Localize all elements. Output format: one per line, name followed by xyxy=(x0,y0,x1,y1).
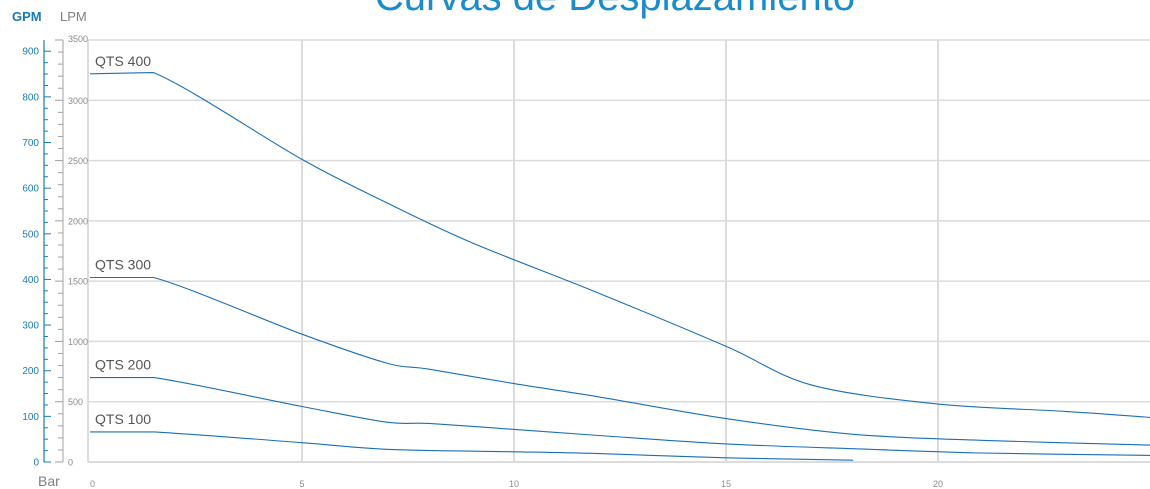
lpm-tick-label: 3500 xyxy=(68,34,88,44)
series-label: QTS 400 xyxy=(95,53,151,69)
x-tick-label: 20 xyxy=(933,479,943,489)
series-label: QTS 300 xyxy=(95,257,151,273)
series-label: QTS 100 xyxy=(95,411,151,427)
lpm-tick-label: 500 xyxy=(68,397,83,407)
gpm-tick-label: 400 xyxy=(22,275,39,286)
gpm-tick-label: 800 xyxy=(22,92,39,103)
lpm-tick-label: 1500 xyxy=(68,277,88,287)
lpm-tick-label: 0 xyxy=(68,458,73,468)
grid xyxy=(87,39,1150,463)
series-label: QTS 200 xyxy=(95,357,151,373)
x-unit-label: Bar xyxy=(38,473,60,489)
lpm-tick-label: 2500 xyxy=(68,156,88,166)
lpm-tick-label: 2000 xyxy=(68,216,88,226)
series-line-qts-200 xyxy=(90,377,1150,456)
x-axis: 0 5 10 15 20 xyxy=(90,479,943,489)
x-tick-label: 15 xyxy=(721,479,731,489)
lpm-unit-label: LPM xyxy=(60,9,87,24)
lpm-axis: 0 500 1000 1500 2000 2500 3000 3500 xyxy=(55,34,88,468)
gpm-tick-label: 600 xyxy=(22,184,39,195)
series-line-qts-400 xyxy=(89,72,1150,418)
gpm-tick-label: 300 xyxy=(22,321,39,332)
gpm-unit-label: GPM xyxy=(12,9,42,24)
gpm-tick-label: 0 xyxy=(33,458,39,469)
gpm-tick-label: 200 xyxy=(22,366,39,377)
gpm-tick-label: 700 xyxy=(22,138,39,149)
lpm-tick-label: 1000 xyxy=(68,337,88,347)
lpm-tick-label: 3000 xyxy=(68,96,88,106)
series-line-qts-300 xyxy=(90,276,1150,446)
x-tick-label: 0 xyxy=(90,479,95,489)
x-tick-label: 5 xyxy=(299,479,304,489)
gpm-tick-label: 100 xyxy=(22,412,39,423)
series-lines: QTS 400 QTS 300 QTS 200 QTS 100 xyxy=(89,53,1150,461)
chart-title: Curvas de Desplazamiento xyxy=(375,0,855,19)
series-line-qts-100 xyxy=(90,431,854,461)
gpm-tick-label: 500 xyxy=(22,229,39,240)
gpm-tick-label: 900 xyxy=(22,47,39,58)
gpm-axis: 0 100 200 300 400 500 600 700 800 900 xyxy=(22,40,51,469)
x-tick-label: 10 xyxy=(509,479,519,489)
